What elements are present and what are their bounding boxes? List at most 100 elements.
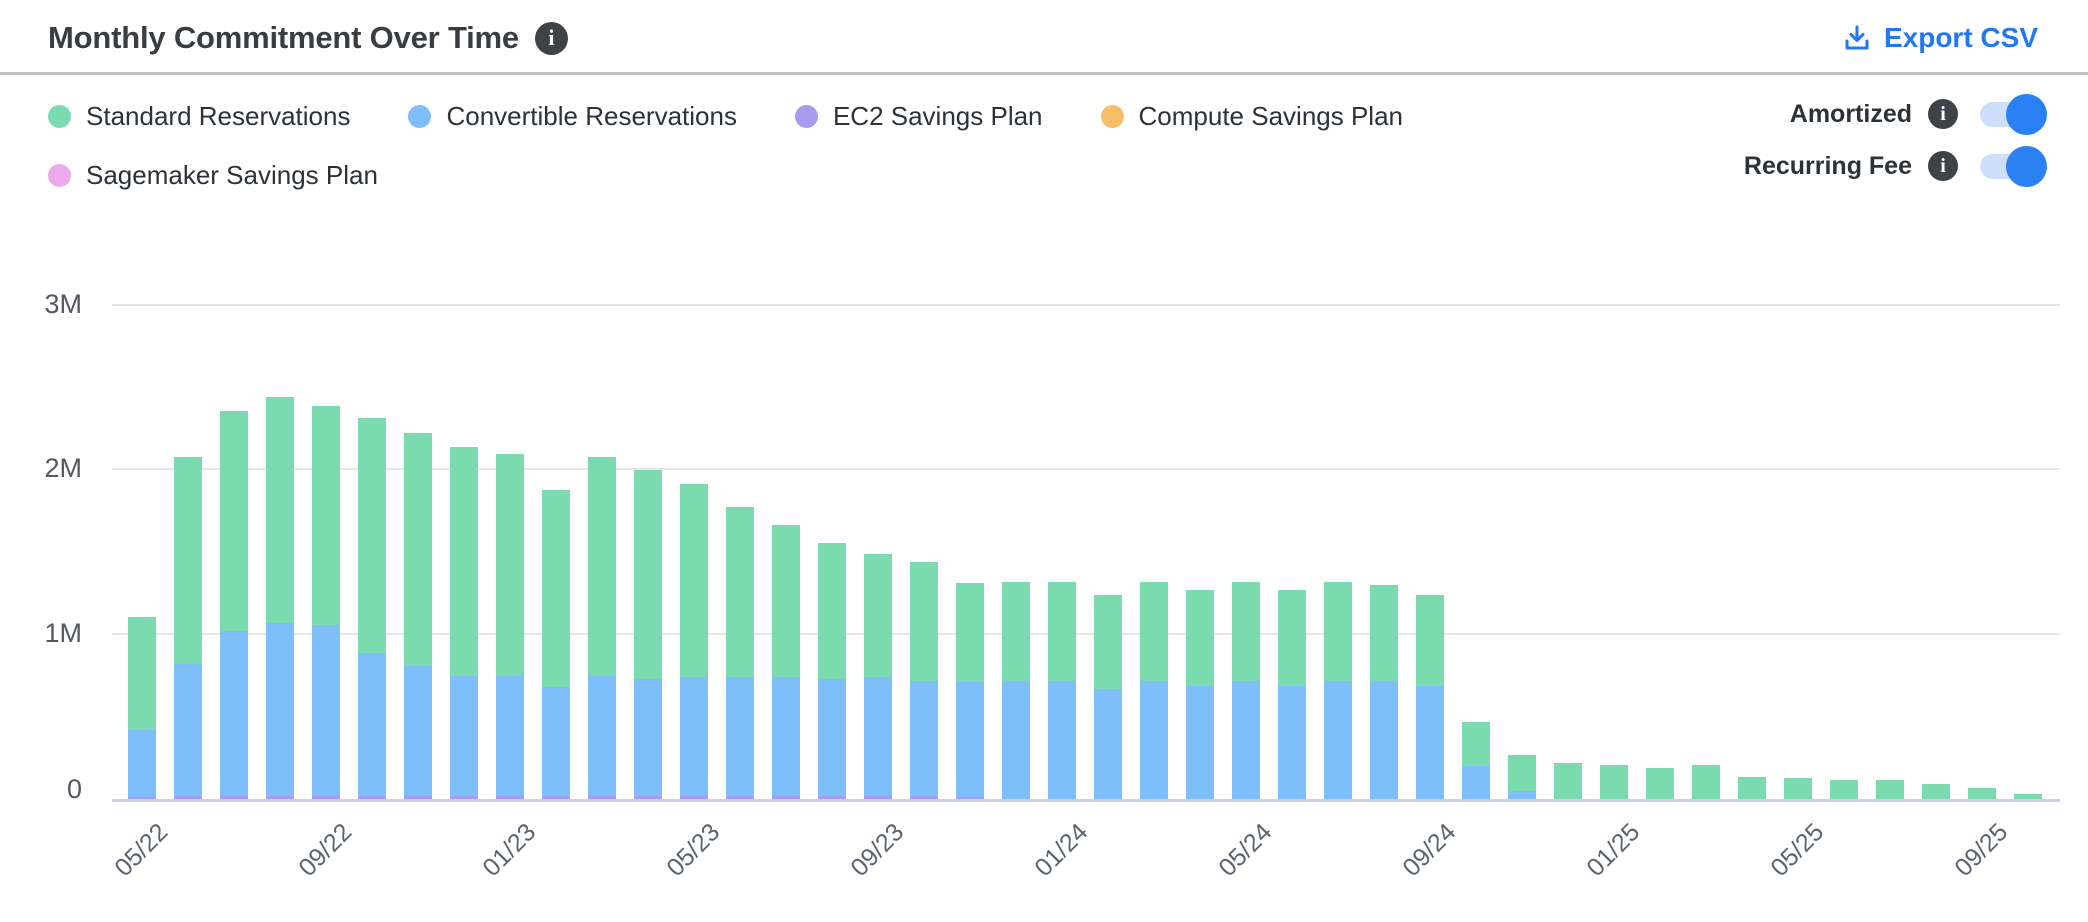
bar-segment — [726, 677, 754, 796]
x-axis-tick-label: 05/23 — [661, 818, 726, 883]
recurring-fee-toggle[interactable] — [1980, 145, 2047, 187]
bar-02-25[interactable] — [1646, 767, 1674, 799]
x-axis-tick-label: 01/25 — [1581, 818, 1646, 883]
bar-05-24[interactable] — [1232, 582, 1260, 799]
bar-01-25[interactable] — [1600, 764, 1628, 799]
bar-segment — [1278, 590, 1306, 686]
info-icon[interactable] — [1928, 151, 1958, 181]
info-icon[interactable] — [1928, 99, 1958, 129]
legend-label: Compute Savings Plan — [1138, 101, 1403, 131]
legend-band: Standard Reservations Convertible Reserva… — [0, 75, 2088, 221]
legend-item[interactable]: Compute Savings Plan — [1100, 101, 1403, 132]
bar-04-25[interactable] — [1738, 776, 1766, 799]
bar-07-23[interactable] — [772, 524, 800, 799]
plot-area: 0 1M 2M 3M — [44, 237, 2060, 804]
bar-11-24[interactable] — [1508, 754, 1536, 799]
bar-segment — [634, 470, 662, 680]
bar-segment — [1416, 595, 1444, 686]
bars-row — [128, 396, 2042, 799]
bar-01-24[interactable] — [1048, 582, 1076, 799]
bar-10-25[interactable] — [2014, 794, 2042, 799]
bar-09-25[interactable] — [1968, 787, 1996, 799]
bar-04-24[interactable] — [1186, 590, 1214, 799]
toggle-group: Amortized Recurring Fee — [1743, 93, 2047, 187]
bar-02-23[interactable] — [542, 490, 570, 799]
bar-11-22[interactable] — [404, 432, 432, 799]
legend-row-2: Sagemaker Savings Plan — [48, 160, 2040, 191]
bar-segment — [818, 679, 846, 796]
bar-03-24[interactable] — [1140, 582, 1168, 799]
header-divider — [0, 72, 2088, 75]
legend-item[interactable]: Convertible Reservations — [408, 101, 737, 132]
amortized-label: Amortized — [1789, 99, 1912, 128]
bar-09-24[interactable] — [1416, 595, 1444, 799]
bar-segment — [1094, 595, 1122, 689]
bar-12-23[interactable] — [1002, 582, 1030, 799]
bar-segment — [128, 616, 156, 730]
bar-06-24[interactable] — [1278, 590, 1306, 799]
legend-item[interactable]: Sagemaker Savings Plan — [48, 160, 378, 191]
bar-07-25[interactable] — [1876, 780, 1904, 799]
bar-06-22[interactable] — [174, 457, 202, 799]
bar-02-24[interactable] — [1094, 595, 1122, 799]
bar-12-22[interactable] — [450, 447, 478, 799]
page-title: Monthly Commitment Over Time — [48, 20, 519, 55]
legend-item[interactable]: EC2 Savings Plan — [794, 101, 1043, 132]
bar-segment — [312, 406, 340, 625]
bar-05-22[interactable] — [128, 616, 156, 799]
bar-12-24[interactable] — [1554, 762, 1582, 799]
bar-07-24[interactable] — [1324, 582, 1352, 799]
bar-06-25[interactable] — [1830, 780, 1858, 799]
bar-segment — [1462, 766, 1490, 799]
x-axis-tick-label: 01/23 — [477, 818, 542, 883]
bar-03-25[interactable] — [1692, 764, 1720, 799]
bar-segment — [1416, 685, 1444, 799]
bar-segment — [1370, 585, 1398, 681]
bar-05-25[interactable] — [1784, 777, 1812, 799]
x-axis-tick-label: 05/22 — [109, 818, 174, 883]
bar-segment — [312, 795, 340, 799]
bar-04-23[interactable] — [634, 470, 662, 799]
bar-segment — [496, 795, 524, 799]
x-axis-tick-label: 01/24 — [1029, 818, 1094, 883]
bar-segment — [1462, 721, 1490, 767]
bar-segment — [818, 542, 846, 680]
info-icon[interactable] — [534, 21, 568, 55]
legend-dot-icon — [1100, 105, 1124, 128]
bar-08-24[interactable] — [1370, 585, 1398, 799]
commitment-chart: 0 1M 2M 3M 05/22 09/22 01/23 05/23 09/23 01/24 05… — [0, 237, 2060, 920]
bar-segment — [910, 562, 938, 681]
bar-10-22[interactable] — [358, 417, 386, 799]
bar-08-22[interactable] — [266, 396, 294, 799]
bar-08-25[interactable] — [1922, 784, 1950, 799]
amortized-toggle[interactable] — [1980, 93, 2047, 135]
bar-11-23[interactable] — [956, 582, 984, 799]
x-axis-tick-label: 05/25 — [1765, 818, 1830, 883]
bar-segment — [128, 730, 156, 798]
bar-segment — [450, 675, 478, 796]
legend-row-1: Standard Reservations Convertible Reserva… — [48, 101, 2040, 132]
bar-03-23[interactable] — [588, 457, 616, 799]
bar-09-22[interactable] — [312, 406, 340, 799]
bar-07-22[interactable] — [220, 411, 248, 799]
recurring-fee-label: Recurring Fee — [1743, 151, 1912, 180]
bar-01-23[interactable] — [496, 453, 524, 799]
bar-segment — [956, 796, 984, 799]
bar-segment — [1968, 787, 1996, 799]
bar-09-23[interactable] — [864, 554, 892, 799]
bar-10-23[interactable] — [910, 562, 938, 799]
legend-item[interactable]: Standard Reservations — [48, 101, 350, 132]
bar-06-23[interactable] — [726, 506, 754, 799]
bar-05-23[interactable] — [680, 483, 708, 799]
bar-segment — [1140, 582, 1168, 681]
bar-segment — [772, 795, 800, 799]
bar-segment — [174, 664, 202, 796]
bar-segment — [1830, 780, 1858, 799]
x-axis-tick-label: 09/22 — [293, 818, 358, 883]
bar-segment — [588, 457, 616, 676]
export-csv-button[interactable]: Export CSV — [1842, 22, 2038, 54]
bar-segment — [358, 652, 386, 796]
bar-08-23[interactable] — [818, 542, 846, 799]
bar-10-24[interactable] — [1462, 721, 1490, 799]
chart-header: Monthly Commitment Over Time Export CSV — [0, 0, 2088, 72]
